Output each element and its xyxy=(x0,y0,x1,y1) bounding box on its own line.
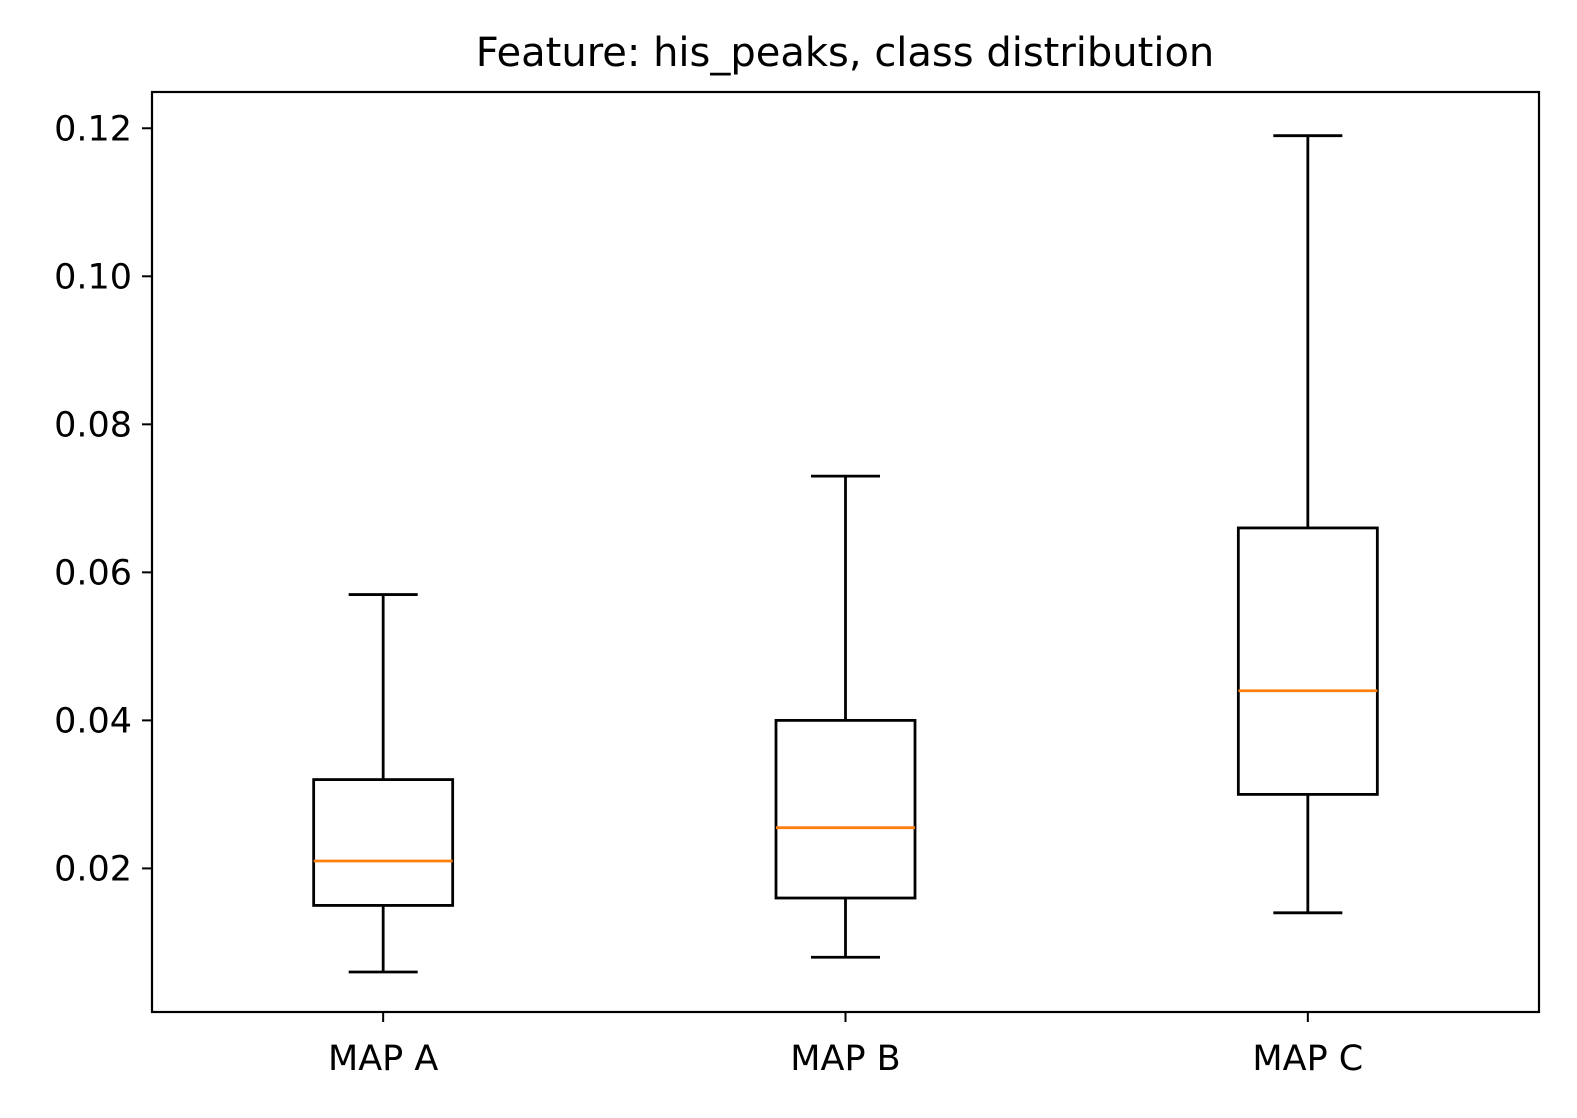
y-tick-label: 0.06 xyxy=(54,553,132,593)
y-tick-label: 0.10 xyxy=(54,257,132,297)
chart-title: Feature: his_peaks, class distribution xyxy=(476,30,1215,76)
x-tick-label: MAP A xyxy=(328,1039,438,1079)
x-tick-label: MAP B xyxy=(790,1039,900,1079)
y-tick-label: 0.12 xyxy=(54,109,132,149)
box-group xyxy=(774,474,917,959)
box-group xyxy=(1236,134,1379,915)
y-tick-label: 0.04 xyxy=(54,701,132,741)
x-axis: MAP A MAP B MAP C xyxy=(328,1012,1363,1079)
y-axis: 0.02 0.04 0.06 0.08 0.10 0.12 xyxy=(54,109,152,889)
y-tick-label: 0.08 xyxy=(54,405,132,445)
box xyxy=(1236,526,1379,796)
box xyxy=(774,718,917,900)
box-group xyxy=(312,593,455,974)
x-tick-label: MAP C xyxy=(1252,1039,1363,1079)
y-tick-label: 0.02 xyxy=(54,849,132,889)
plot-area xyxy=(312,134,1379,974)
box xyxy=(312,778,455,907)
